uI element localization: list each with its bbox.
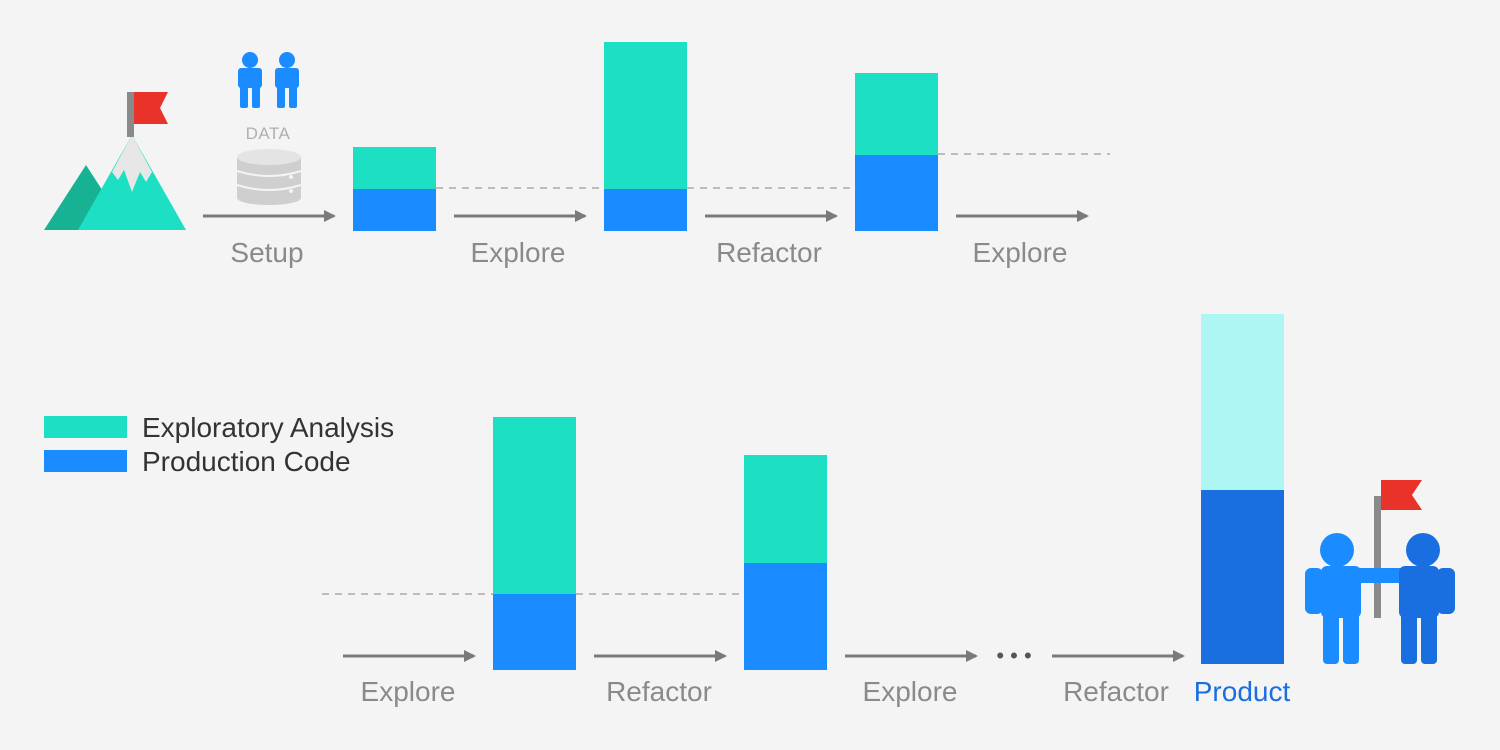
top-step-label-refactor: Refactor: [716, 237, 822, 268]
bottom-bar-2-production: [744, 563, 827, 670]
product-bar-production: [1201, 490, 1284, 664]
top-bar-3-exploratory: [855, 73, 938, 155]
top-bar-1-exploratory: [353, 147, 436, 189]
top-bar-2-exploratory: [604, 42, 687, 189]
top-bar-2-production: [604, 189, 687, 231]
bottom-bar-1: [493, 417, 576, 670]
bottom-step-label-explore: Explore: [361, 676, 456, 707]
product-bar-exploratory: [1201, 314, 1284, 490]
product-bar: [1201, 314, 1284, 664]
legend-label-exploratory: Exploratory Analysis: [142, 412, 394, 443]
people-icon: [238, 52, 299, 108]
top-bar-3-production: [855, 155, 938, 231]
team-flag-icon: [1305, 480, 1455, 664]
top-bar-2: [604, 42, 687, 231]
bottom-bar-1-production: [493, 594, 576, 670]
ellipsis: • • •: [996, 643, 1031, 668]
bottom-step-label-refactor-2: Refactor: [1063, 676, 1169, 707]
top-step-label-setup: Setup: [230, 237, 303, 268]
mountain-flag-icon: [44, 92, 186, 230]
database-icon: [236, 149, 302, 205]
top-bar-3: [855, 73, 938, 231]
legend-label-production: Production Code: [142, 446, 351, 477]
legend-swatch-production: [44, 450, 127, 472]
product-label: Product: [1194, 676, 1291, 707]
top-bar-1: [353, 147, 436, 231]
bottom-bar-1-exploratory: [493, 417, 576, 594]
data-label: DATA: [246, 124, 291, 143]
legend: Exploratory Analysis Production Code: [44, 412, 394, 477]
bottom-bar-2-exploratory: [744, 455, 827, 563]
top-step-label-explore-2: Explore: [973, 237, 1068, 268]
bottom-bar-2: [744, 455, 827, 670]
bottom-step-label-explore-2: Explore: [863, 676, 958, 707]
legend-swatch-exploratory: [44, 416, 127, 438]
top-bar-1-production: [353, 189, 436, 231]
top-step-label-explore: Explore: [471, 237, 566, 268]
bottom-step-label-refactor: Refactor: [606, 676, 712, 707]
